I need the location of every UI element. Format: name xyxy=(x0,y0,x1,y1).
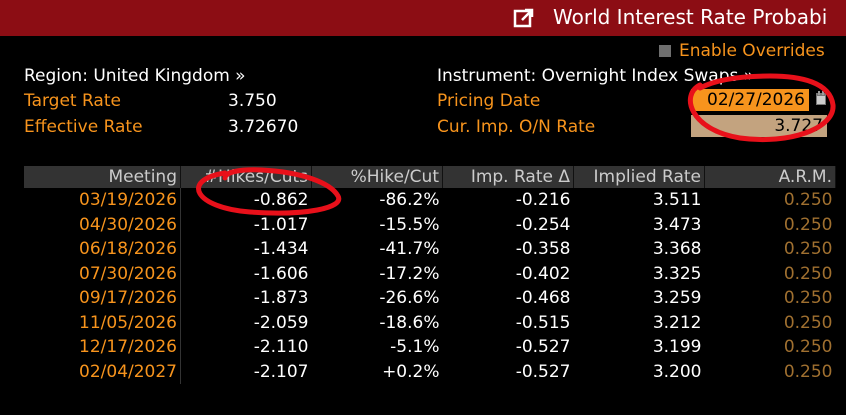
table-cell: 11/05/2026 xyxy=(24,310,181,335)
table-cell: 0.250 xyxy=(783,337,833,358)
table-cell: 03/19/2026 xyxy=(24,188,181,213)
table-cell: -86.2% xyxy=(379,190,440,211)
table-cell: 3.199 xyxy=(652,337,702,358)
table-cell: 3.511 xyxy=(652,190,702,211)
col-arm[interactable]: A.R.M. xyxy=(704,166,836,188)
table-row[interactable]: 06/18/2026 -1.434 -41.7% -0.358 3.368 0.250 xyxy=(24,237,836,262)
table-cell: +0.2% xyxy=(382,361,440,382)
table-cell: -0.527 xyxy=(515,337,571,358)
table-row[interactable]: 02/04/2027 -2.107 +0.2% -0.527 3.200 0.250 xyxy=(24,359,836,384)
table-cell: -1.606 xyxy=(253,263,309,284)
onrate-field[interactable]: 3.727 xyxy=(691,115,827,137)
table-cell: 06/18/2026 xyxy=(24,237,181,262)
table-cell: 12/17/2026 xyxy=(24,335,181,360)
pricing-date-field[interactable]: 02/27/2026 xyxy=(691,89,809,111)
col-implied-rate[interactable]: Implied Rate xyxy=(573,166,705,188)
table-row[interactable]: 09/17/2026 -1.873 -26.6% -0.468 3.259 0.250 xyxy=(24,286,836,311)
table-cell: -0.862 xyxy=(253,190,309,211)
table-cell: -26.6% xyxy=(379,288,440,309)
table-cell: -2.110 xyxy=(253,337,309,358)
target-rate-label: Target Rate xyxy=(24,91,121,111)
table-cell: -0.358 xyxy=(515,239,571,260)
table-cell: -0.402 xyxy=(515,263,571,284)
table-row[interactable]: 07/30/2026 -1.606 -17.2% -0.402 3.325 0.250 xyxy=(24,261,836,286)
table-cell: 3.200 xyxy=(652,361,702,382)
table-cell: 3.259 xyxy=(652,288,702,309)
table-cell: -2.107 xyxy=(253,361,309,382)
effective-rate-label: Effective Rate xyxy=(24,117,143,137)
table-cell: -1.434 xyxy=(253,239,309,260)
pricing-date-label: Pricing Date xyxy=(437,91,541,111)
table-cell: 0.250 xyxy=(783,312,833,333)
rate-probability-table: Meeting #Hikes/Cuts %Hike/Cut Imp. Rate … xyxy=(24,166,836,384)
table-cell: 0.250 xyxy=(783,239,833,260)
col-meeting[interactable]: Meeting xyxy=(24,166,181,188)
checkbox-icon[interactable] xyxy=(659,45,671,57)
table-cell: 0.250 xyxy=(783,190,833,211)
table-cell: -41.7% xyxy=(379,239,440,260)
table-cell: -0.468 xyxy=(515,288,571,309)
table-cell: -5.1% xyxy=(390,337,440,358)
table-header-row: Meeting #Hikes/Cuts %Hike/Cut Imp. Rate … xyxy=(24,166,836,188)
target-rate-value: 3.750 xyxy=(228,91,277,111)
table-cell: 0.250 xyxy=(783,288,833,309)
table-cell: 3.212 xyxy=(652,312,702,333)
table-cell: -1.873 xyxy=(253,288,309,309)
table-cell: 02/04/2027 xyxy=(24,359,181,384)
table-cell: -1.017 xyxy=(253,214,309,235)
table-cell: -0.254 xyxy=(515,214,571,235)
table-row[interactable]: 11/05/2026 -2.059 -18.6% -0.515 3.212 0.250 xyxy=(24,310,836,335)
enable-overrides-label: Enable Overrides xyxy=(679,41,825,61)
title-bar: World Interest Rate Probabi xyxy=(0,0,846,36)
table-cell: -0.515 xyxy=(515,312,571,333)
table-cell: 3.368 xyxy=(652,239,702,260)
table-cell: -17.2% xyxy=(379,263,440,284)
table-cell: 0.250 xyxy=(783,263,833,284)
table-cell: 3.473 xyxy=(652,214,702,235)
table-row[interactable]: 03/19/2026 -0.862 -86.2% -0.216 3.511 0.250 xyxy=(24,188,836,213)
table-cell: 04/30/2026 xyxy=(24,212,181,237)
table-cell: 0.250 xyxy=(783,361,833,382)
table-row[interactable]: 04/30/2026 -1.017 -15.5% -0.254 3.473 0.250 xyxy=(24,212,836,237)
table-cell: -2.059 xyxy=(253,312,309,333)
region-selector[interactable]: Region: United Kingdom » xyxy=(24,66,246,86)
col-pct-hike-cut[interactable]: %Hike/Cut xyxy=(311,166,443,188)
col-imp-rate-delta[interactable]: Imp. Rate Δ xyxy=(442,166,574,188)
table-cell: -0.527 xyxy=(515,361,571,382)
table-cell: 09/17/2026 xyxy=(24,286,181,311)
window-title: World Interest Rate Probabi xyxy=(553,5,828,29)
enable-overrides-toggle[interactable]: Enable Overrides xyxy=(659,41,825,61)
external-link-icon[interactable] xyxy=(513,7,535,29)
table-cell: -15.5% xyxy=(379,214,440,235)
onrate-label: Cur. Imp. O/N Rate xyxy=(437,117,596,137)
table-cell: -18.6% xyxy=(379,312,440,333)
instrument-selector[interactable]: Instrument: Overnight Index Swaps » xyxy=(437,66,755,86)
table-cell: -0.216 xyxy=(515,190,571,211)
effective-rate-value: 3.72670 xyxy=(228,117,299,137)
table-row[interactable]: 12/17/2026 -2.110 -5.1% -0.527 3.199 0.250 xyxy=(24,335,836,360)
table-cell: 3.325 xyxy=(652,263,702,284)
calendar-icon[interactable] xyxy=(815,90,827,106)
col-hikes-cuts[interactable]: #Hikes/Cuts xyxy=(180,166,312,188)
table-cell: 07/30/2026 xyxy=(24,261,181,286)
table-cell: 0.250 xyxy=(783,214,833,235)
